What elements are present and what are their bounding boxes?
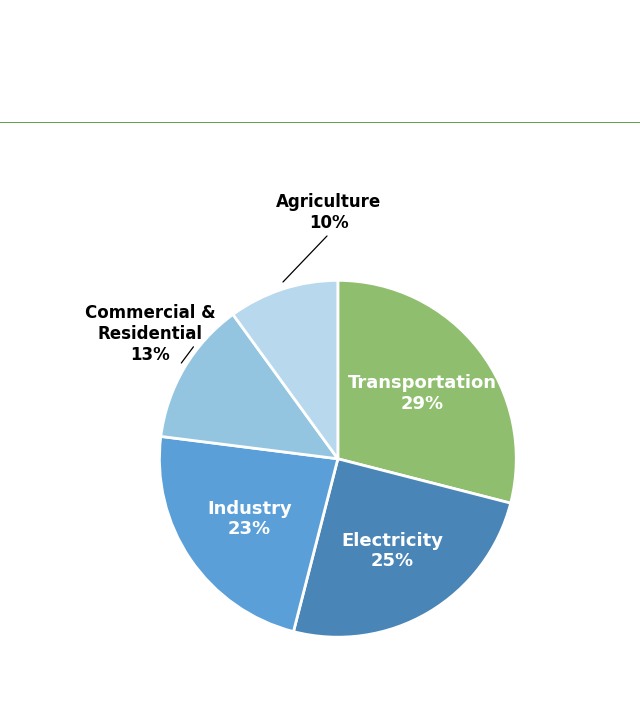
Text: by Economic Sector in 2019: by Economic Sector in 2019 — [104, 76, 536, 104]
Wedge shape — [338, 280, 516, 503]
Text: Industry
23%: Industry 23% — [207, 500, 292, 538]
Text: Electricity
25%: Electricity 25% — [341, 531, 444, 570]
Text: Agriculture
10%: Agriculture 10% — [276, 193, 381, 232]
Wedge shape — [161, 314, 338, 459]
Text: Total U.S. Greenhouse Gas Emissions: Total U.S. Greenhouse Gas Emissions — [30, 27, 610, 55]
Wedge shape — [159, 437, 338, 632]
Wedge shape — [294, 459, 511, 637]
Text: Transportation
29%: Transportation 29% — [348, 373, 497, 413]
Text: Commercial &
Residential
13%: Commercial & Residential 13% — [85, 304, 216, 364]
Wedge shape — [233, 280, 338, 459]
